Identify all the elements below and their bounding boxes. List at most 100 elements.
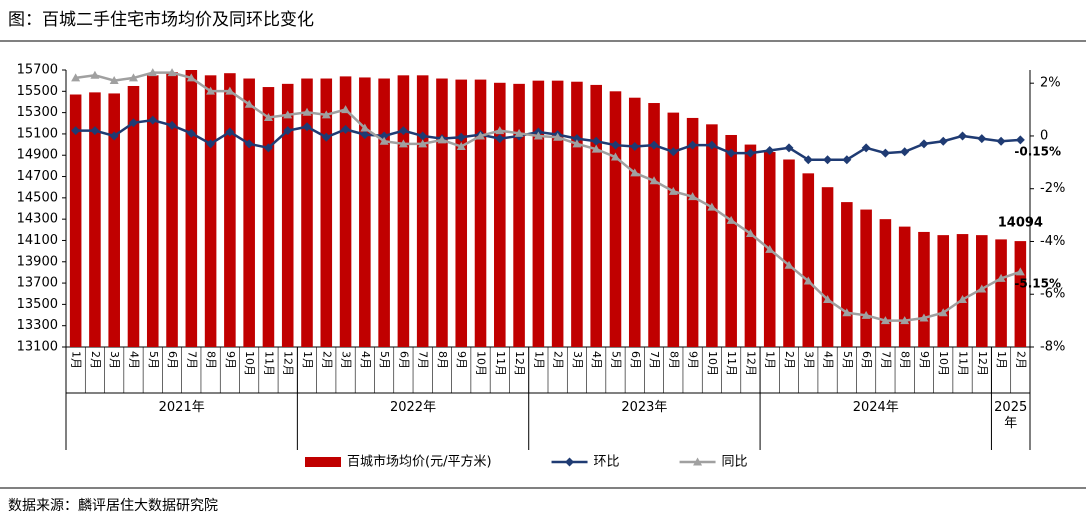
x-tick-label: 10月 — [706, 351, 719, 376]
bar — [628, 97, 641, 347]
point — [495, 126, 505, 135]
point — [244, 139, 254, 149]
bar — [783, 159, 795, 347]
point — [263, 143, 273, 153]
point — [495, 134, 505, 144]
bar — [686, 117, 699, 347]
bar — [706, 124, 718, 347]
point — [726, 215, 736, 224]
bar — [474, 79, 487, 347]
bar — [532, 80, 545, 348]
y-tick-label: 14500 — [17, 190, 58, 205]
y-tick-label: 13300 — [17, 318, 58, 333]
point — [803, 155, 813, 165]
bar — [802, 173, 815, 347]
point — [379, 136, 389, 145]
point — [649, 176, 659, 185]
point — [244, 99, 254, 108]
line — [75, 118, 1021, 161]
bar — [551, 80, 564, 348]
bar — [609, 91, 622, 347]
point — [167, 68, 177, 77]
point — [398, 139, 408, 148]
point — [668, 147, 678, 157]
x-tick-label: 9月 — [224, 351, 237, 369]
legend-label: 环比 — [594, 455, 620, 470]
point — [109, 76, 119, 85]
x-tick-label: 2月 — [320, 351, 333, 369]
point — [958, 295, 968, 304]
point — [765, 145, 775, 155]
point — [128, 118, 138, 128]
point — [109, 131, 119, 141]
point — [456, 142, 466, 151]
point — [514, 128, 524, 137]
y-tick-label: 14700 — [17, 169, 58, 184]
bar — [224, 73, 236, 347]
point — [938, 308, 948, 317]
y2-tick-label: -2% — [1040, 181, 1065, 196]
point — [880, 148, 890, 158]
point — [341, 124, 351, 134]
point — [186, 128, 196, 138]
point — [688, 192, 698, 201]
point — [707, 140, 717, 150]
bar — [590, 84, 602, 348]
bar — [571, 81, 583, 347]
bar — [416, 75, 429, 348]
bar — [262, 87, 275, 348]
x-tick-label: 5月 — [147, 351, 160, 369]
bar — [185, 70, 198, 347]
point — [321, 132, 331, 142]
chart-title: 图：百城二手住宅市场均价及同环比变化 — [8, 10, 314, 30]
point — [861, 310, 871, 319]
bar — [841, 202, 853, 347]
x-tick-label: 1月 — [764, 351, 777, 369]
point — [148, 115, 158, 125]
x-tick-label: 9月 — [455, 351, 468, 369]
y2-tick-label: -6% — [1040, 287, 1065, 302]
year-label: 2024年 — [852, 400, 899, 415]
x-tick-label: 2月 — [89, 351, 102, 369]
point — [225, 127, 235, 137]
y-tick-label: 15100 — [17, 126, 58, 141]
point — [610, 152, 620, 161]
x-tick-label: 4月 — [822, 351, 835, 369]
bar — [127, 85, 140, 347]
point — [958, 131, 968, 141]
point — [823, 155, 833, 165]
bar — [69, 94, 82, 347]
year-label: 2022年 — [389, 400, 437, 415]
point — [591, 144, 601, 153]
point — [996, 136, 1006, 146]
point — [360, 130, 370, 140]
x-tick-label: 4月 — [590, 351, 603, 369]
point — [591, 136, 601, 146]
y-tick-label: 13500 — [17, 297, 58, 312]
x-tick-label: 8月 — [667, 351, 680, 369]
point — [418, 139, 428, 148]
x-tick-label: 12月 — [282, 351, 295, 376]
point — [784, 143, 794, 153]
point — [1015, 135, 1025, 145]
x-tick-label: 8月 — [899, 351, 912, 369]
x-tick-label: 7月 — [185, 351, 198, 369]
bar — [166, 72, 178, 347]
x-tick-label: 7月 — [648, 351, 661, 369]
x-tick-label: 10月 — [937, 351, 950, 376]
x-tick-label: 7月 — [879, 351, 892, 369]
point — [360, 123, 370, 132]
x-tick-label: 6月 — [166, 351, 179, 369]
x-tick-label: 4月 — [359, 351, 372, 369]
point — [341, 105, 351, 114]
bar — [108, 93, 120, 347]
point — [977, 284, 987, 293]
point — [610, 140, 620, 150]
y-tick-label: 13700 — [17, 276, 58, 291]
x-tick-label: 5月 — [378, 351, 391, 369]
point — [90, 126, 100, 136]
point — [996, 273, 1006, 282]
x-tick-label: 2月 — [1014, 351, 1027, 369]
point — [630, 142, 640, 152]
